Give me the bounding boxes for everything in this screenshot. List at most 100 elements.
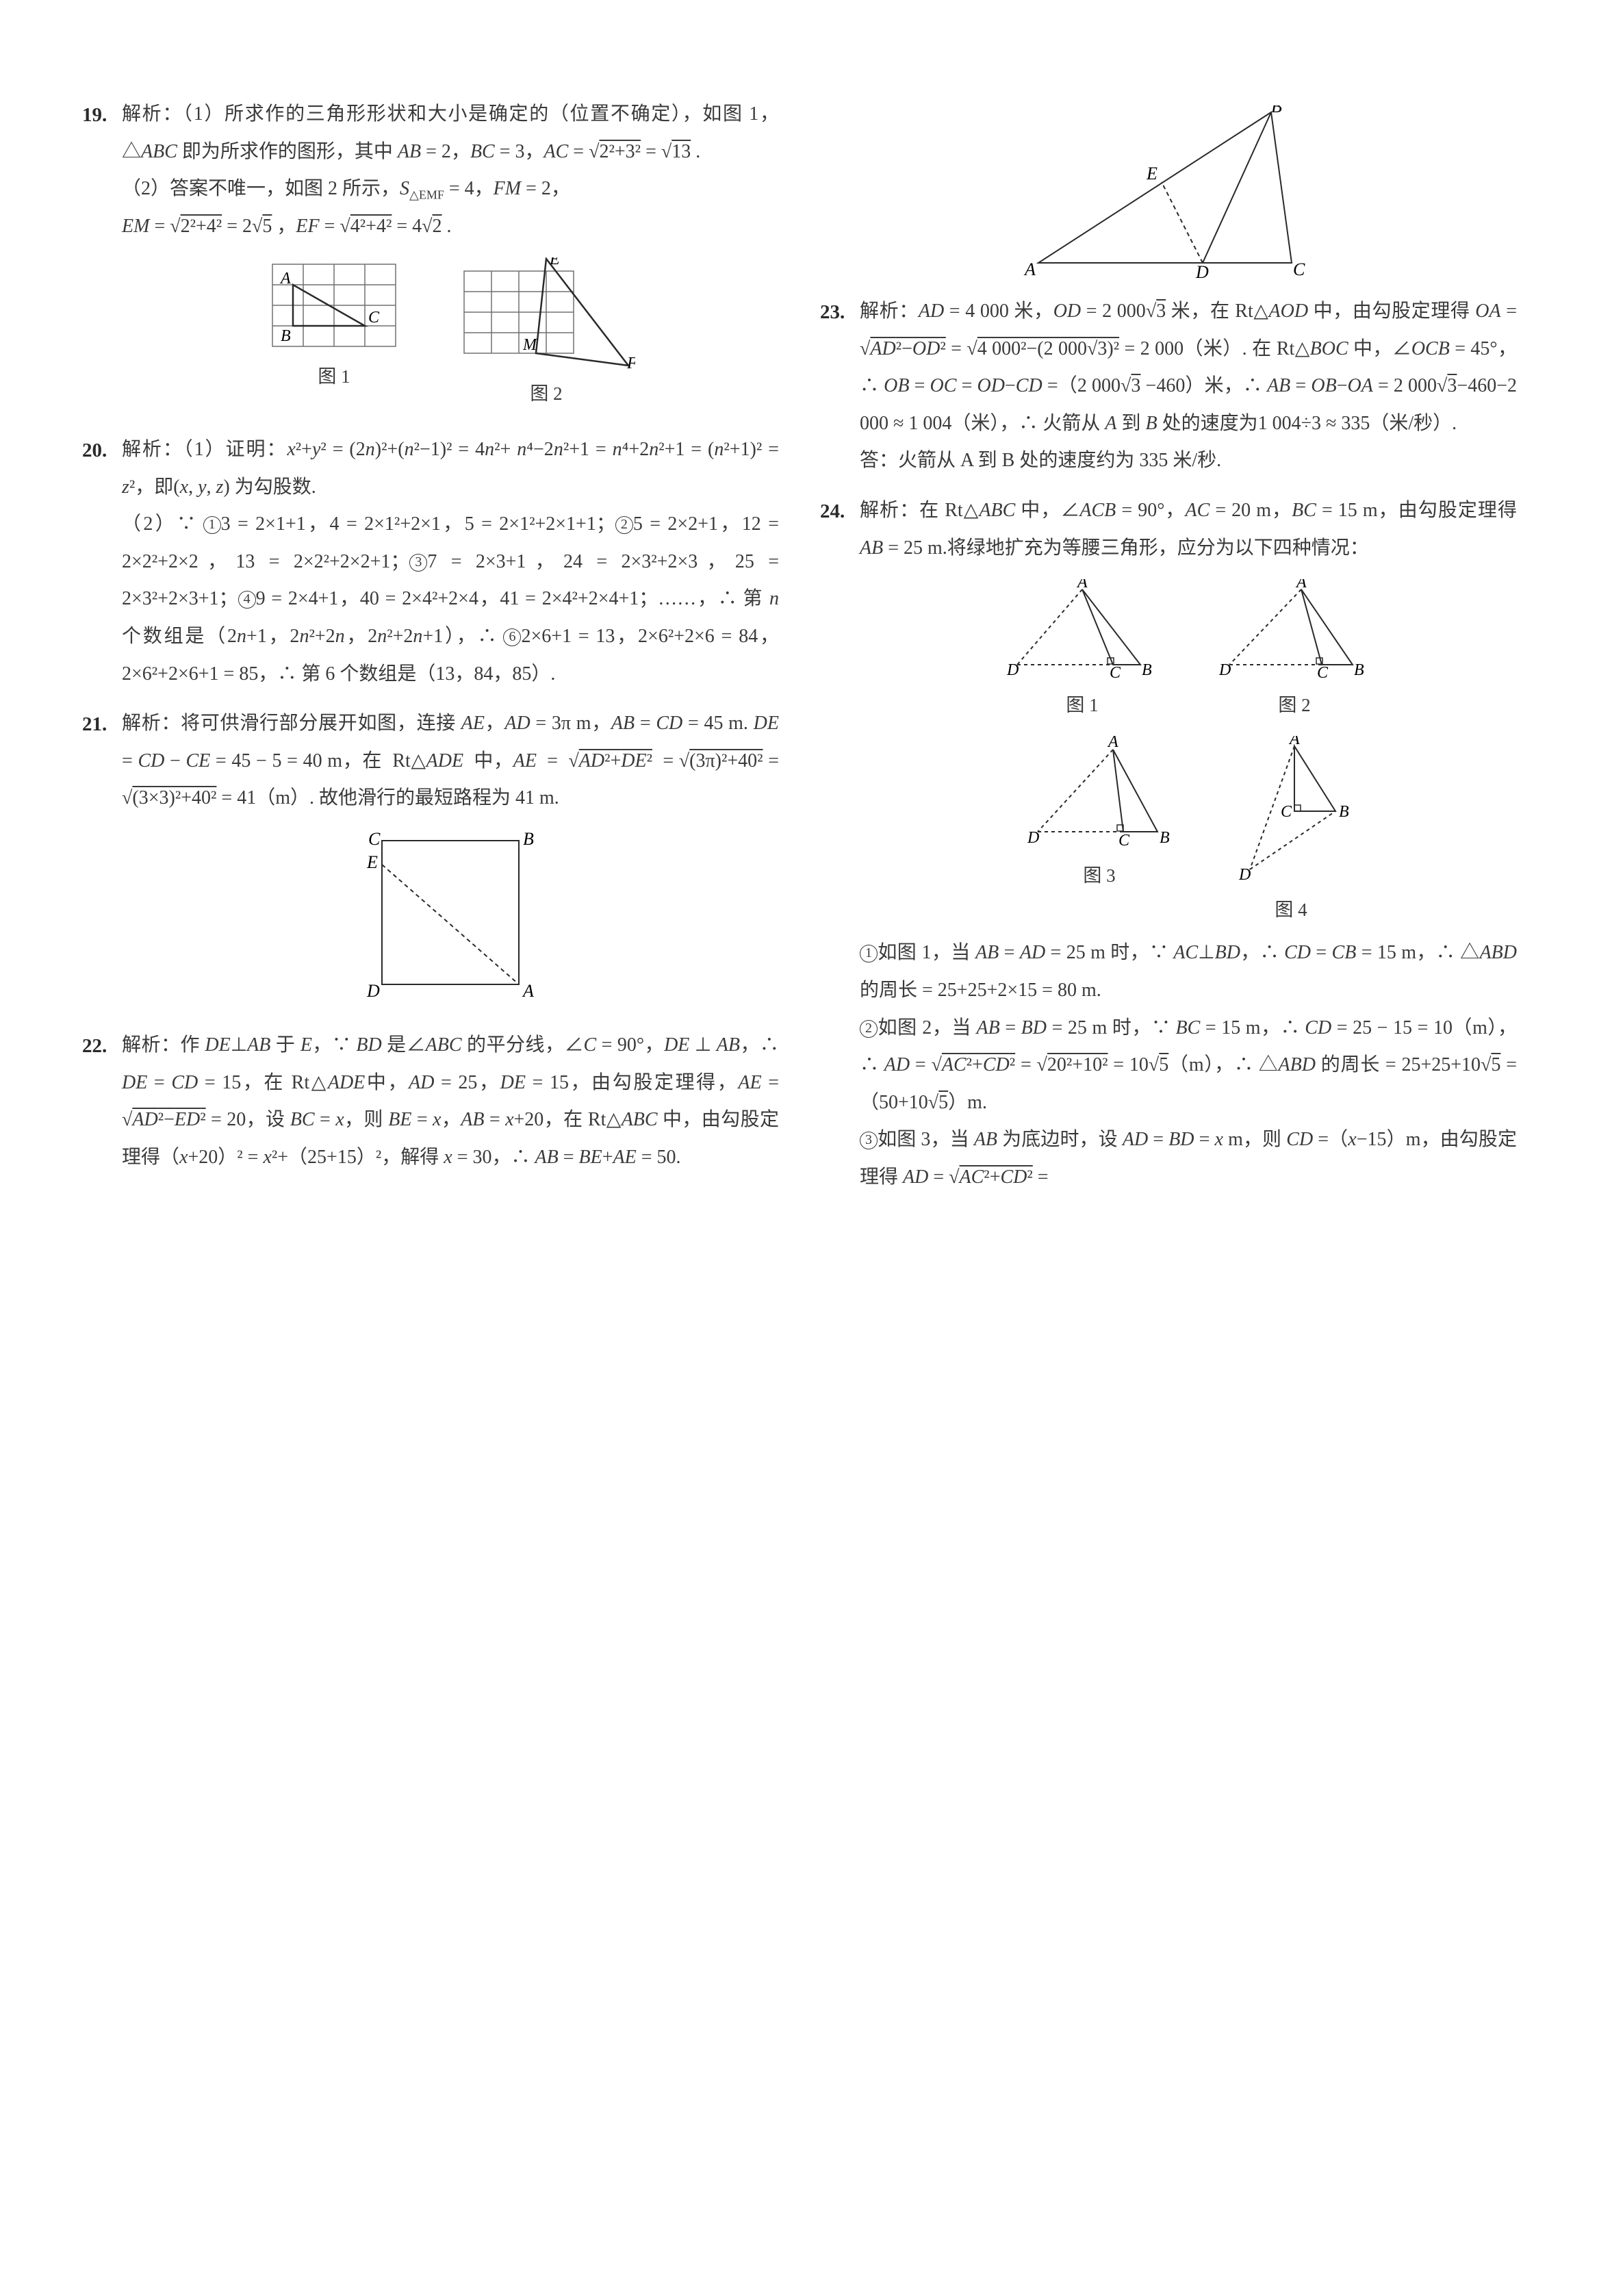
math: S	[400, 178, 409, 199]
circled-4: 4	[238, 591, 256, 609]
right-column: A B C D E 23. 解析：AD = 4 000 米，OD = 2 000…	[820, 96, 1517, 1209]
triangle-figure-22: A B C D E	[1018, 105, 1319, 283]
svg-text:B: B	[1160, 829, 1170, 847]
analysis-label: 解析：	[122, 103, 183, 125]
circled-2: 2	[615, 516, 633, 534]
problem-number: 20.	[82, 431, 122, 693]
text: （2）答案不唯一，如图 2 所示，	[122, 178, 400, 199]
analysis-label: 解析：	[122, 439, 183, 460]
problem-body: 解析：（1）所求作的三角形形状和大小是确定的（位置不确定），如图 1，△ABC …	[122, 96, 779, 419]
svg-text:A: A	[1076, 579, 1088, 591]
svg-text:D: D	[1027, 829, 1039, 847]
svg-text:A: A	[1295, 579, 1307, 591]
problem-body: 解析：作 DE⊥AB 于 E，∵ BD 是∠ABC 的平分线，∠C = 90°，…	[122, 1027, 779, 1176]
problem-body: 解析：在 Rt△ABC 中，∠ACB = 90°，AC = 20 m，BC = …	[860, 492, 1517, 1197]
text: 即为所求作的图形，其中	[177, 141, 398, 162]
svg-text:A: A	[1023, 259, 1036, 279]
figure-24-2: A D C B 图 2	[1216, 579, 1373, 724]
svg-text:D: D	[1218, 661, 1231, 679]
figure-caption: 图 1	[266, 359, 402, 395]
problem-number: 19.	[82, 96, 122, 419]
svg-text:A: A	[279, 270, 291, 288]
text: = 4，	[444, 178, 494, 199]
problem-number: 21.	[82, 705, 122, 1015]
analysis-label: 解析：	[122, 1034, 180, 1056]
circled-1: 1	[860, 945, 878, 962]
figure-row-19: A B C 图 1	[122, 257, 779, 412]
figure-24-3: A D C B 图 3	[1024, 736, 1175, 928]
circled-3: 3	[409, 554, 427, 572]
grid-figure-2: E M F	[457, 257, 635, 370]
svg-text:B: B	[1271, 105, 1282, 116]
problem-number: 23.	[820, 293, 860, 480]
figure-19-1: A B C 图 1	[266, 257, 402, 412]
tri-24-1: A D C B	[1003, 579, 1161, 682]
tri-24-4: A C B D	[1229, 736, 1353, 886]
problem-body: 解析：将可供滑行部分展开如图，连接 AE，AD = 3π m，AB = CD =…	[122, 705, 779, 1015]
svg-text:C: C	[1110, 664, 1121, 682]
text: 3 = 2×1+1，4 = 2×1²+2×1，5 = 2×1²+2×1+1；	[221, 513, 615, 535]
figure-24-1: A D C B 图 1	[1003, 579, 1161, 724]
figure-caption: 图 3	[1024, 858, 1175, 894]
tri-24-2: A D C B	[1216, 579, 1373, 682]
circled-3: 3	[860, 1132, 878, 1149]
svg-text:C: C	[1317, 664, 1329, 682]
figure-19-2: E M F 图 2	[457, 257, 635, 412]
figure-24-4: A C B D 图 4	[1229, 736, 1353, 928]
svg-text:E: E	[366, 852, 378, 872]
svg-text:C: C	[368, 829, 381, 849]
svg-text:D: D	[1238, 866, 1251, 884]
figure-21: E C B D A	[122, 827, 779, 1005]
problem-body: 解析：（1）证明：x²+y² = (2n)²+(n²−1)² = 4n²+ n⁴…	[122, 431, 779, 693]
sub: △EMF	[409, 188, 444, 202]
svg-text:F: F	[626, 355, 635, 370]
equation: AB	[398, 141, 421, 162]
circled-1: 1	[203, 516, 221, 534]
figure-caption: 图 1	[1003, 687, 1161, 724]
analysis-label: 解析：	[860, 500, 919, 521]
svg-text:B: B	[1354, 661, 1364, 679]
figure-caption: 图 2	[1216, 687, 1373, 724]
svg-text:E: E	[1146, 164, 1157, 183]
svg-text:M: M	[522, 336, 538, 354]
figure-row-24b: A D C B 图 3	[860, 736, 1517, 928]
figure-row-24a: A D C B 图 1	[860, 579, 1517, 724]
rect-figure: E C B D A	[355, 827, 546, 1005]
grid-figure-1: A B C	[266, 257, 402, 353]
problem-24: 24. 解析：在 Rt△ABC 中，∠ACB = 90°，AC = 20 m，B…	[820, 492, 1517, 1197]
problem-19: 19. 解析：（1）所求作的三角形形状和大小是确定的（位置不确定），如图 1，△…	[82, 96, 779, 419]
problem-20: 20. 解析：（1）证明：x²+y² = (2n)²+(n²−1)² = 4n²…	[82, 431, 779, 693]
svg-text:B: B	[1339, 803, 1349, 821]
problem-number: 24.	[820, 492, 860, 1197]
svg-text:B: B	[281, 327, 291, 345]
math: ABC	[141, 141, 177, 162]
svg-text:A: A	[1107, 736, 1118, 751]
text: 2×6+1 = 13，2×6²+2×6 = 84，2×6²+2×6+1 = 85…	[122, 626, 779, 685]
svg-text:B: B	[523, 829, 534, 849]
svg-text:D: D	[1195, 262, 1209, 282]
problem-23: 23. 解析：AD = 4 000 米，OD = 2 000√3 米，在 Rt△…	[820, 293, 1517, 480]
text: （2）∵	[122, 513, 203, 535]
svg-text:C: C	[1293, 259, 1305, 279]
circled-2: 2	[860, 1020, 878, 1038]
svg-text:A: A	[522, 981, 534, 1001]
problem-number: 22.	[82, 1027, 122, 1176]
svg-text:D: D	[1006, 661, 1019, 679]
analysis-label: 解析：	[860, 301, 919, 322]
tri-24-3: A D C B	[1024, 736, 1175, 852]
svg-text:A: A	[1288, 736, 1300, 748]
svg-text:C: C	[1118, 832, 1130, 850]
svg-text:C: C	[1281, 803, 1292, 821]
svg-text:D: D	[366, 981, 380, 1001]
problem-body: 解析：AD = 4 000 米，OD = 2 000√3 米，在 Rt△AOD …	[860, 293, 1517, 480]
svg-text:E: E	[549, 257, 560, 268]
left-column: 19. 解析：（1）所求作的三角形形状和大小是确定的（位置不确定），如图 1，△…	[82, 96, 779, 1209]
text: 答：火箭从 A 到 B 处的速度约为 335 米/秒.	[860, 450, 1221, 471]
figure-caption: 图 4	[1229, 892, 1353, 928]
svg-text:C: C	[368, 309, 380, 327]
circled-6: 6	[503, 628, 521, 646]
figure-22: A B C D E	[820, 105, 1517, 283]
analysis-label: 解析：	[122, 713, 181, 734]
figure-caption: 图 2	[457, 376, 635, 412]
svg-text:B: B	[1142, 661, 1152, 679]
